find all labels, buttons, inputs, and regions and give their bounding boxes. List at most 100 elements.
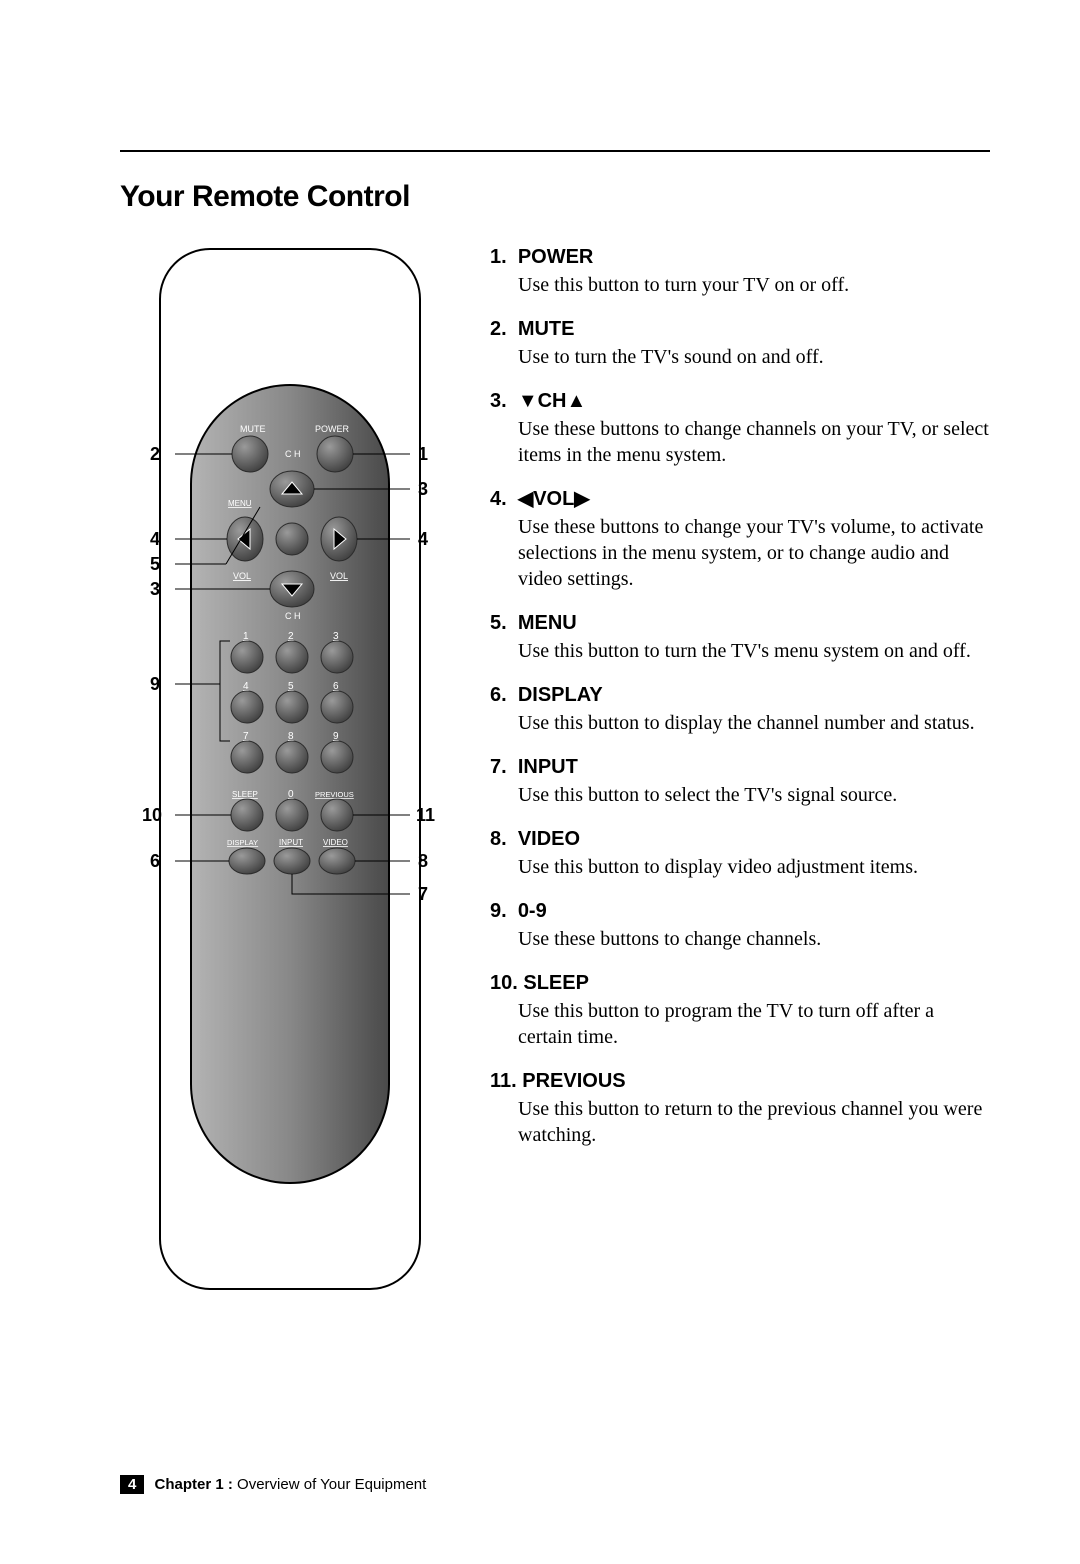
digit-label-2: 2 (288, 631, 294, 642)
digit-4-button[interactable] (231, 691, 263, 723)
desc-text: Use this button to return to the previou… (490, 1096, 990, 1148)
desc-title: ▼CH▲ (518, 390, 586, 412)
desc-title: VIDEO (518, 828, 580, 850)
mute-button[interactable] (232, 436, 268, 472)
callout-4a: 4 (150, 529, 160, 549)
desc-item: 6. DISPLAY Use this button to display th… (490, 682, 990, 736)
desc-item: 3. ▼CH▲ Use these buttons to change chan… (490, 388, 990, 468)
desc-num: 2. (490, 318, 507, 340)
desc-item: 11. PREVIOUS Use this button to return t… (490, 1068, 990, 1148)
label-ch-top: C H (285, 449, 301, 459)
callout-5: 5 (150, 554, 160, 574)
desc-text: Use this button to turn your TV on or of… (490, 272, 990, 298)
desc-num: 4. (490, 488, 507, 510)
digit-label-5: 5 (288, 681, 294, 692)
desc-text: Use these buttons to change your TV's vo… (490, 514, 990, 592)
digit-6-button[interactable] (321, 691, 353, 723)
digit-label-8: 8 (288, 731, 294, 742)
desc-title: MUTE (518, 318, 575, 340)
label-sleep: SLEEP (232, 790, 258, 799)
remote-figure: MUTE POWER C H MENU (120, 244, 450, 1299)
menu-button[interactable] (276, 523, 308, 555)
desc-text: Use this button to program the TV to tur… (490, 998, 990, 1050)
label-vol-right: VOL (330, 571, 348, 581)
number-pad: 1 2 3 4 5 6 7 8 9 (231, 631, 353, 773)
desc-num: 5. (490, 612, 507, 634)
digit-9-button[interactable] (321, 741, 353, 773)
chapter-title: Overview of Your Equipment (237, 1476, 426, 1493)
desc-title: MENU (518, 612, 577, 634)
desc-title: DISPLAY (518, 684, 603, 706)
top-rule (120, 150, 990, 152)
label-vol-left: VOL (233, 571, 251, 581)
chapter-label: Chapter 1 : (155, 1476, 233, 1493)
desc-text: Use these buttons to change channels. (490, 926, 990, 952)
desc-item: 9. 0-9 Use these buttons to change chann… (490, 898, 990, 952)
desc-title: PREVIOUS (522, 1070, 625, 1092)
desc-text: Use this button to turn the TV's menu sy… (490, 638, 990, 664)
desc-title: 0-9 (518, 900, 547, 922)
label-input: INPUT (279, 838, 303, 847)
video-button[interactable] (319, 848, 355, 874)
desc-item: 5. MENU Use this button to turn the TV's… (490, 610, 990, 664)
desc-num: 8. (490, 828, 507, 850)
digit-2-button[interactable] (276, 641, 308, 673)
label-mute: MUTE (240, 424, 266, 434)
desc-text: Use this button to display the channel n… (490, 710, 990, 736)
desc-item: 4. ◀VOL▶ Use these buttons to change you… (490, 486, 990, 592)
callout-3a: 3 (418, 479, 428, 499)
desc-num: 9. (490, 900, 507, 922)
callout-2: 2 (150, 444, 160, 464)
input-button[interactable] (274, 848, 310, 874)
desc-num: 1. (490, 246, 507, 268)
callout-8: 8 (418, 851, 428, 871)
digit-7-button[interactable] (231, 741, 263, 773)
label-menu: MENU (228, 499, 252, 508)
desc-num: 3. (490, 390, 507, 412)
label-video: VIDEO (323, 838, 348, 847)
desc-num: 10. (490, 972, 518, 994)
desc-title: POWER (518, 246, 594, 268)
digit-label-6: 6 (333, 681, 339, 692)
desc-text: Use this button to display video adjustm… (490, 854, 990, 880)
desc-text: Use this button to select the TV's signa… (490, 782, 990, 808)
previous-button[interactable] (321, 799, 353, 831)
digit-label-1: 1 (243, 631, 249, 642)
desc-item: 7. INPUT Use this button to select the T… (490, 754, 990, 808)
digit-5-button[interactable] (276, 691, 308, 723)
desc-title: INPUT (518, 756, 578, 778)
desc-item: 8. VIDEO Use this button to display vide… (490, 826, 990, 880)
digit-label-7: 7 (243, 731, 249, 742)
page-footer: 4 Chapter 1 : Overview of Your Equipment (120, 1475, 426, 1494)
power-button[interactable] (317, 436, 353, 472)
callout-3b: 3 (150, 579, 160, 599)
desc-text: Use these buttons to change channels on … (490, 416, 990, 468)
desc-item: 10. SLEEP Use this button to program the… (490, 970, 990, 1050)
digit-8-button[interactable] (276, 741, 308, 773)
digit-1-button[interactable] (231, 641, 263, 673)
callout-1: 1 (418, 444, 428, 464)
content-row: MUTE POWER C H MENU (120, 244, 990, 1299)
sleep-button[interactable] (231, 799, 263, 831)
page-heading: Your Remote Control (120, 180, 990, 214)
desc-num: 7. (490, 756, 507, 778)
label-previous: PREVIOUS (315, 790, 354, 799)
callout-7: 7 (418, 884, 428, 904)
label-power: POWER (315, 424, 350, 434)
descriptions-list: 1. POWER Use this button to turn your TV… (490, 244, 990, 1166)
page-number: 4 (120, 1475, 144, 1494)
desc-title: ◀VOL▶ (518, 488, 590, 510)
desc-item: 1. POWER Use this button to turn your TV… (490, 244, 990, 298)
display-button[interactable] (229, 848, 265, 874)
digit-label-4: 4 (243, 681, 249, 692)
label-display: DISPLAY (227, 838, 258, 847)
desc-text: Use to turn the TV's sound on and off. (490, 344, 990, 370)
digit-label-0: 0 (288, 789, 294, 800)
callout-6: 6 (150, 851, 160, 871)
digit-3-button[interactable] (321, 641, 353, 673)
desc-num: 6. (490, 684, 507, 706)
desc-num: 11. (490, 1070, 517, 1092)
digit-label-9: 9 (333, 731, 339, 742)
digit-0-button[interactable] (276, 799, 308, 831)
desc-item: 2. MUTE Use to turn the TV's sound on an… (490, 316, 990, 370)
